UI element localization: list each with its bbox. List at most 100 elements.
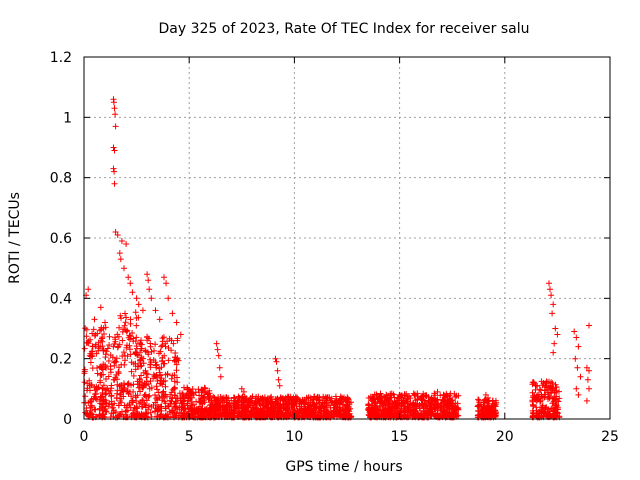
data-point xyxy=(231,405,238,412)
data-point xyxy=(485,394,491,401)
data-point xyxy=(139,307,146,314)
data-point xyxy=(533,393,540,400)
data-point xyxy=(176,404,183,411)
data-point xyxy=(81,345,88,352)
data-point xyxy=(217,373,224,380)
data-point xyxy=(204,391,211,398)
data-point xyxy=(93,396,100,403)
data-point xyxy=(152,307,159,314)
data-point xyxy=(97,393,104,400)
data-point xyxy=(552,381,559,388)
data-point xyxy=(128,359,135,366)
data-point xyxy=(128,393,135,400)
data-point xyxy=(117,312,124,319)
data-point xyxy=(444,392,451,399)
data-point xyxy=(165,295,172,302)
data-point xyxy=(258,396,265,403)
data-point xyxy=(545,396,551,402)
data-point xyxy=(122,310,128,317)
data-point xyxy=(119,337,126,344)
data-point xyxy=(131,411,138,418)
data-point xyxy=(159,381,166,388)
data-point xyxy=(536,386,543,393)
data-point xyxy=(136,375,143,382)
data-point xyxy=(571,328,578,335)
data-point xyxy=(84,410,91,416)
data-point xyxy=(324,408,331,415)
data-point xyxy=(108,398,115,405)
data-point xyxy=(151,347,157,354)
data-point xyxy=(124,388,131,394)
data-point xyxy=(222,407,229,414)
data-point xyxy=(145,351,152,358)
data-point xyxy=(87,336,94,343)
data-point xyxy=(108,382,115,389)
data-point xyxy=(433,397,440,404)
data-point xyxy=(117,256,124,263)
data-point xyxy=(196,398,203,405)
data-point xyxy=(97,304,104,311)
data-point xyxy=(448,403,455,410)
data-point xyxy=(455,406,462,413)
data-point xyxy=(150,375,157,382)
data-point xyxy=(292,411,299,418)
data-point xyxy=(550,385,557,392)
data-point xyxy=(225,403,231,410)
data-point xyxy=(144,271,151,278)
data-point xyxy=(112,123,119,130)
data-point xyxy=(164,371,171,378)
data-point xyxy=(386,403,393,410)
data-point xyxy=(415,393,421,400)
data-point xyxy=(91,316,98,323)
data-point xyxy=(577,373,584,380)
data-point xyxy=(169,310,176,317)
data-point xyxy=(157,371,163,378)
data-point xyxy=(215,352,222,359)
x-tick-label: 0 xyxy=(80,429,89,445)
data-point xyxy=(170,385,177,392)
axis-ticks xyxy=(83,56,611,420)
data-point xyxy=(90,326,97,333)
data-point xyxy=(423,409,430,416)
data-point xyxy=(207,401,214,408)
data-point xyxy=(529,389,536,396)
data-point xyxy=(427,400,434,407)
data-point xyxy=(171,357,178,364)
data-point xyxy=(157,412,164,419)
data-point xyxy=(152,392,158,398)
data-point xyxy=(434,388,441,395)
data-point xyxy=(110,144,117,151)
data-point xyxy=(108,392,115,399)
data-point xyxy=(157,380,164,387)
data-point xyxy=(134,405,141,412)
data-point xyxy=(113,359,120,365)
data-point xyxy=(103,348,110,355)
data-point xyxy=(168,375,175,382)
data-point xyxy=(112,111,119,118)
data-point xyxy=(118,238,125,244)
data-point xyxy=(121,402,128,409)
data-point xyxy=(387,409,393,416)
data-point xyxy=(99,385,106,391)
data-point xyxy=(549,310,556,317)
data-point xyxy=(98,326,105,333)
data-point xyxy=(418,410,425,417)
data-point xyxy=(543,413,550,420)
y-tick-label: 1 xyxy=(63,110,72,126)
data-point xyxy=(287,393,294,400)
data-point xyxy=(451,406,458,413)
data-point xyxy=(159,335,166,342)
data-point xyxy=(120,349,127,356)
data-point xyxy=(231,394,238,401)
data-point xyxy=(293,400,300,407)
data-point xyxy=(110,165,117,172)
data-point xyxy=(121,265,127,272)
data-point xyxy=(374,396,381,403)
data-point xyxy=(164,393,170,400)
data-point xyxy=(85,286,92,293)
data-point xyxy=(332,404,339,411)
data-point xyxy=(303,399,310,406)
data-point xyxy=(552,396,559,403)
data-point xyxy=(273,358,280,365)
data-point xyxy=(546,411,553,418)
